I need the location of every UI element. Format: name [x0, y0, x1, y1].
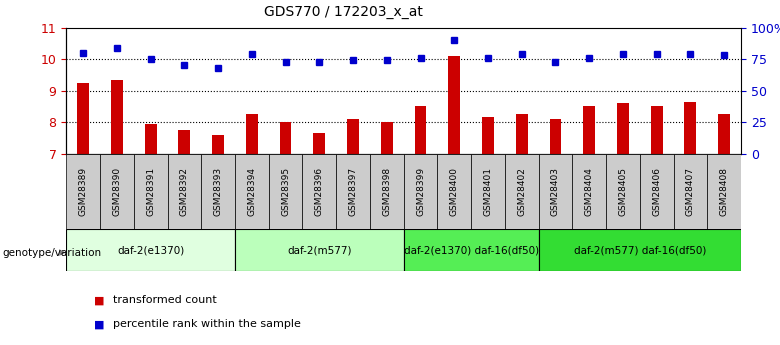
Text: daf-2(e1370): daf-2(e1370): [117, 245, 184, 255]
Bar: [77, 83, 89, 154]
Text: GSM28398: GSM28398: [382, 167, 392, 216]
Text: ■: ■: [94, 319, 104, 329]
Bar: [583, 106, 595, 154]
Text: daf-2(e1370) daf-16(df50): daf-2(e1370) daf-16(df50): [403, 245, 539, 255]
Bar: [336, 154, 370, 229]
Bar: [651, 106, 662, 154]
Bar: [66, 229, 235, 271]
Text: ■: ■: [94, 295, 104, 305]
Text: GSM28397: GSM28397: [349, 167, 357, 216]
Bar: [212, 135, 224, 154]
Text: GSM28406: GSM28406: [652, 167, 661, 216]
Bar: [438, 154, 471, 229]
Text: GSM28404: GSM28404: [585, 167, 594, 216]
Text: transformed count: transformed count: [113, 295, 217, 305]
Text: GSM28392: GSM28392: [180, 167, 189, 216]
Text: GSM28403: GSM28403: [551, 167, 560, 216]
Bar: [235, 229, 404, 271]
Bar: [707, 154, 741, 229]
Bar: [145, 124, 157, 154]
Text: GSM28393: GSM28393: [214, 167, 222, 216]
Text: GDS770 / 172203_x_at: GDS770 / 172203_x_at: [264, 5, 423, 19]
Text: GSM28408: GSM28408: [720, 167, 729, 216]
Text: GSM28407: GSM28407: [686, 167, 695, 216]
Bar: [539, 229, 741, 271]
Text: percentile rank within the sample: percentile rank within the sample: [113, 319, 301, 329]
Bar: [685, 101, 697, 154]
Text: GSM28394: GSM28394: [247, 167, 257, 216]
Bar: [66, 154, 100, 229]
Bar: [100, 154, 134, 229]
Text: daf-2(m577): daf-2(m577): [287, 245, 352, 255]
Bar: [179, 130, 190, 154]
Bar: [415, 106, 427, 154]
Bar: [201, 154, 235, 229]
Text: GSM28391: GSM28391: [146, 167, 155, 216]
Text: genotype/variation: genotype/variation: [2, 248, 101, 257]
Bar: [550, 119, 562, 154]
Bar: [617, 103, 629, 154]
Text: daf-2(m577) daf-16(df50): daf-2(m577) daf-16(df50): [573, 245, 706, 255]
Text: GSM28390: GSM28390: [112, 167, 122, 216]
Bar: [505, 154, 538, 229]
Bar: [370, 154, 404, 229]
Bar: [471, 154, 505, 229]
Bar: [404, 154, 438, 229]
Bar: [134, 154, 168, 229]
Text: GSM28396: GSM28396: [315, 167, 324, 216]
Bar: [111, 80, 122, 154]
Bar: [718, 114, 730, 154]
Text: GSM28405: GSM28405: [619, 167, 627, 216]
Text: GSM28400: GSM28400: [450, 167, 459, 216]
Bar: [235, 154, 268, 229]
Bar: [303, 154, 336, 229]
Bar: [539, 154, 573, 229]
Bar: [314, 133, 325, 154]
Text: GSM28401: GSM28401: [484, 167, 492, 216]
Bar: [246, 114, 257, 154]
Bar: [640, 154, 674, 229]
Bar: [381, 122, 392, 154]
Bar: [168, 154, 201, 229]
Bar: [404, 229, 539, 271]
Text: GSM28395: GSM28395: [281, 167, 290, 216]
Bar: [347, 119, 359, 154]
Text: GSM28402: GSM28402: [517, 167, 526, 216]
Bar: [280, 122, 292, 154]
Text: GSM28389: GSM28389: [79, 167, 87, 216]
Bar: [482, 117, 494, 154]
Bar: [268, 154, 303, 229]
Bar: [674, 154, 707, 229]
Bar: [573, 154, 606, 229]
Bar: [516, 114, 527, 154]
Bar: [606, 154, 640, 229]
Bar: [448, 56, 460, 154]
Text: GSM28399: GSM28399: [416, 167, 425, 216]
